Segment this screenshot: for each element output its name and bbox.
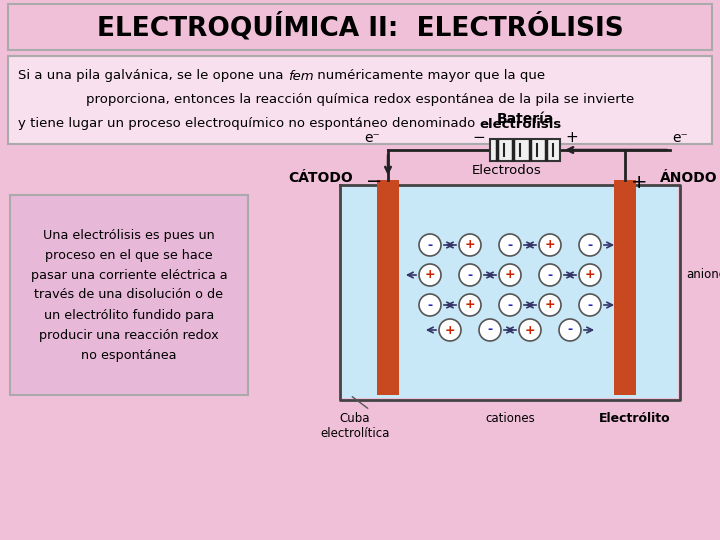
FancyBboxPatch shape [8, 4, 712, 50]
Bar [490, 139, 560, 161]
Circle shape [419, 264, 441, 286]
Circle shape [559, 319, 581, 341]
Text: -: - [588, 239, 593, 252]
Text: ÁNODO: ÁNODO [660, 171, 718, 185]
Text: CÁTODO: CÁTODO [288, 171, 353, 185]
Text: Electrodos: Electrodos [472, 164, 541, 177]
Text: proporciona, entonces la reacción química redox espontánea de la pila se inviert: proporciona, entonces la reacción químic… [86, 93, 634, 106]
Text: +: + [545, 299, 555, 312]
Text: +: + [631, 172, 647, 192]
Circle shape [579, 294, 601, 316]
Circle shape [539, 294, 561, 316]
Circle shape [459, 234, 481, 256]
FancyBboxPatch shape [10, 195, 248, 395]
Text: -: - [547, 268, 552, 281]
Circle shape [519, 319, 541, 341]
Circle shape [499, 234, 521, 256]
Text: Cuba
electrolítica: Cuba electrolítica [320, 412, 390, 440]
Bar [377, 180, 399, 395]
Circle shape [439, 319, 461, 341]
Circle shape [459, 264, 481, 286]
Circle shape [579, 264, 601, 286]
Text: +: + [585, 268, 595, 281]
Circle shape [499, 264, 521, 286]
Text: cationes: cationes [485, 412, 535, 425]
Text: Si a una pila galvánica, se le opone una: Si a una pila galvánica, se le opone una [18, 70, 288, 83]
Text: +: + [545, 239, 555, 252]
Circle shape [459, 294, 481, 316]
Text: numéricamente mayor que la que: numéricamente mayor que la que [313, 70, 546, 83]
Text: -: - [588, 299, 593, 312]
Circle shape [539, 264, 561, 286]
Text: -: - [508, 299, 513, 312]
Bar [614, 180, 636, 395]
Bar [342, 187, 678, 398]
Text: +: + [505, 268, 516, 281]
Text: y tiene lugar un proceso electroquímico no espontáneo denominado: y tiene lugar un proceso electroquímico … [18, 118, 480, 131]
Circle shape [579, 234, 601, 256]
Text: -: - [567, 323, 572, 336]
Text: -: - [428, 299, 433, 312]
Text: +: + [525, 323, 535, 336]
Text: electrolisis: electrolisis [480, 118, 562, 131]
Text: e⁻: e⁻ [364, 131, 380, 145]
Text: +: + [445, 323, 455, 336]
Text: aniones: aniones [686, 268, 720, 281]
Text: +: + [464, 299, 475, 312]
Text: +: + [565, 130, 577, 145]
Text: Una electrólisis es pues un
proceso en el que se hace
pasar una corriente eléctr: Una electrólisis es pues un proceso en e… [31, 228, 228, 361]
Text: e⁻: e⁻ [672, 131, 688, 145]
Circle shape [499, 294, 521, 316]
Text: +: + [425, 268, 436, 281]
Circle shape [539, 234, 561, 256]
Text: +: + [464, 239, 475, 252]
Circle shape [419, 234, 441, 256]
Text: -: - [467, 268, 472, 281]
Circle shape [479, 319, 501, 341]
Text: Batería: Batería [496, 112, 554, 126]
Text: ELECTROQUÍMICA II:  ELECTRÓLISIS: ELECTROQUÍMICA II: ELECTRÓLISIS [96, 13, 624, 41]
Text: fem: fem [288, 70, 313, 83]
Text: Electrólito: Electrólito [599, 412, 671, 425]
Circle shape [419, 294, 441, 316]
Text: -: - [428, 239, 433, 252]
Text: −: − [472, 130, 485, 145]
Text: -: - [508, 239, 513, 252]
Text: -: - [487, 323, 492, 336]
FancyBboxPatch shape [8, 56, 712, 144]
Text: −: − [366, 172, 382, 192]
